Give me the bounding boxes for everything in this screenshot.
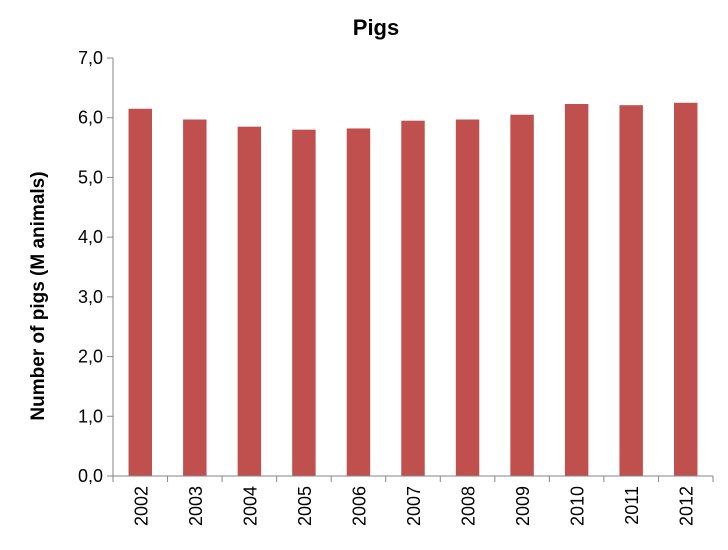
bar <box>346 128 371 476</box>
x-tick-label: 2004 <box>240 486 260 526</box>
bar <box>510 114 534 476</box>
bars <box>128 102 698 477</box>
y-tick-label: 0,0 <box>78 466 103 486</box>
x-tick-label: 2007 <box>404 486 424 526</box>
chart-title: Pigs <box>353 15 399 40</box>
x-tick-label: 2006 <box>349 486 369 526</box>
y-tick-label: 6,0 <box>78 108 103 128</box>
y-axis-label: Number of pigs (M animals) <box>28 171 49 420</box>
y-tick-label: 3,0 <box>78 287 103 307</box>
bar <box>183 119 207 477</box>
bar <box>564 103 589 476</box>
x-tick-label: 2002 <box>131 486 151 526</box>
bar <box>292 129 316 476</box>
bar <box>237 126 262 477</box>
y-tick-label: 1,0 <box>78 406 103 426</box>
bar <box>401 120 425 476</box>
x-tick-label: 2009 <box>513 486 533 526</box>
x-tick-label: 2012 <box>677 486 697 526</box>
x-tick-label: 2011 <box>622 486 642 525</box>
y-axis-ticks: 0,0 1,0 2,0 3,0 4,0 5,0 6,0 7,0 <box>78 48 113 486</box>
x-tick-label: 2003 <box>186 486 206 526</box>
y-tick-label: 5,0 <box>78 167 103 187</box>
bar <box>619 105 643 476</box>
bar <box>455 119 480 477</box>
x-axis-ticks: 2002 2003 2004 2005 2006 2007 2008 2009 2010 2011… <box>112 476 714 526</box>
y-tick-label: 7,0 <box>78 48 103 68</box>
bar <box>128 108 152 476</box>
bar <box>674 102 698 477</box>
y-tick-label: 4,0 <box>78 227 103 247</box>
y-tick-label: 2,0 <box>78 347 103 367</box>
x-tick-label: 2005 <box>295 486 315 526</box>
x-tick-label: 2010 <box>568 486 588 526</box>
x-tick-label: 2008 <box>459 486 479 526</box>
